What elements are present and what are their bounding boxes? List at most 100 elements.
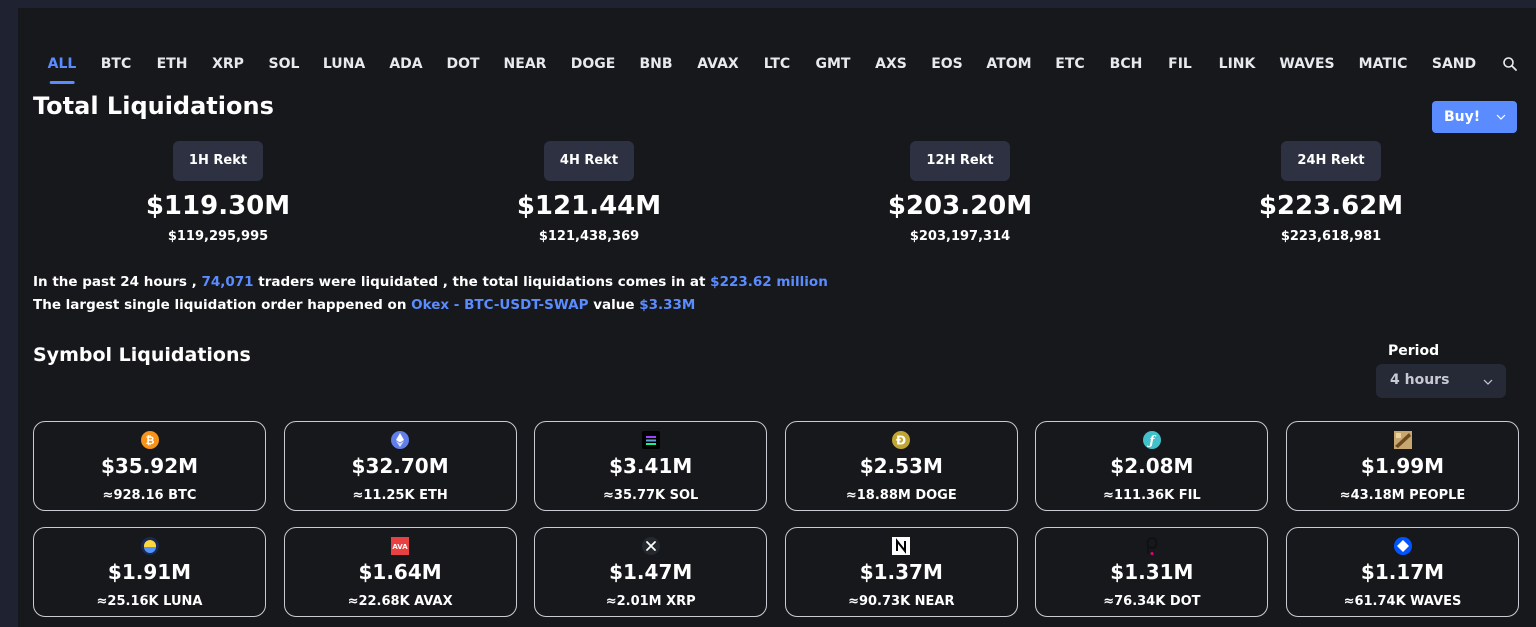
search-icon[interactable] <box>1502 56 1518 72</box>
liquidation-quantity: ≈90.73K NEAR <box>848 594 955 609</box>
tab-btc[interactable]: BTC <box>100 56 132 72</box>
tab-fil[interactable]: FIL <box>1168 56 1192 72</box>
symbol-card-avax[interactable]: AVA $1.64M ≈22.68K AVAX <box>283 527 517 617</box>
summary-text: In the past 24 hours , <box>33 274 197 290</box>
liquidation-quantity: ≈11.25K ETH <box>352 488 448 503</box>
liquidation-amount: $2.08M <box>1110 454 1194 478</box>
tab-dot[interactable]: DOT <box>446 56 480 72</box>
waves-icon <box>1393 536 1413 556</box>
symbol-card-eth[interactable]: $32.70M ≈11.25K ETH <box>283 421 517 511</box>
summary-line-1: In the past 24 hours , 74,071 traders we… <box>33 274 828 290</box>
tab-near[interactable]: NEAR <box>503 56 547 72</box>
symbol-card-people[interactable]: $1.99M ≈43.18M PEOPLE <box>1286 421 1519 511</box>
tab-xrp[interactable]: XRP <box>212 56 244 72</box>
fil-icon: ƒ <box>1142 430 1162 450</box>
stat-value: $223.62M <box>1258 191 1404 221</box>
main-panel: ALL BTC ETH XRP SOL LUNA ADA DOT NEAR DOGE BNB AVAX… <box>18 8 1536 627</box>
tab-eth[interactable]: ETH <box>156 56 188 72</box>
liquidation-quantity: ≈22.68K AVAX <box>347 594 453 609</box>
avax-icon: AVA <box>390 536 410 556</box>
symbol-card-xrp[interactable]: $1.47M ≈2.01M XRP <box>534 527 768 617</box>
people-icon <box>1393 430 1413 450</box>
symbol-card-dot[interactable]: $1.31M ≈76.34K DOT <box>1035 527 1269 617</box>
sol-icon <box>641 430 661 450</box>
symbol-card-near[interactable]: $1.37M ≈90.73K NEAR <box>784 527 1018 617</box>
tab-ltc[interactable]: LTC <box>763 56 791 72</box>
stat-value: $121.44M <box>516 191 662 221</box>
summary-line-2: The largest single liquidation order hap… <box>33 297 695 313</box>
liquidation-amount: $1.17M <box>1360 560 1445 584</box>
traders-count: 74,071 <box>201 274 254 290</box>
stat-exact-value: $121,438,369 <box>538 229 640 244</box>
period-label: Period <box>1388 343 1440 359</box>
tab-bch[interactable]: BCH <box>1109 56 1143 72</box>
tab-link[interactable]: LINK <box>1218 56 1256 72</box>
symbol-card-doge[interactable]: Đ $2.53M ≈18.88M DOGE <box>784 421 1018 511</box>
exchange-link[interactable]: Okex - BTC-USDT-SWAP <box>411 297 589 313</box>
liquidation-quantity: ≈43.18M PEOPLE <box>1339 488 1466 503</box>
stat-badge: 4H Rekt <box>543 141 635 181</box>
tab-etc[interactable]: ETC <box>1055 56 1085 72</box>
svg-text:Đ: Đ <box>896 434 906 448</box>
tab-luna[interactable]: LUNA <box>322 56 366 72</box>
symbol-card-luna[interactable]: $1.91M ≈25.16K LUNA <box>33 527 266 617</box>
tab-sand[interactable]: SAND <box>1431 56 1477 72</box>
stat-4h: 4H Rekt $121.44M $121,438,369 <box>469 141 709 244</box>
liquidation-quantity: ≈61.74K WAVES <box>1343 594 1462 609</box>
tab-sol[interactable]: SOL <box>268 56 300 72</box>
tab-atom[interactable]: ATOM <box>986 56 1032 72</box>
luna-icon <box>140 536 160 556</box>
period-value: 4 hours <box>1390 372 1450 388</box>
liquidation-amount: $32.70M <box>351 454 449 478</box>
summary-text: value <box>593 297 635 313</box>
tab-eos[interactable]: EOS <box>931 56 963 72</box>
liquidation-amount: $1.99M <box>1360 454 1445 478</box>
symbol-card-fil[interactable]: ƒ $2.08M ≈111.36K FIL <box>1035 421 1269 511</box>
tab-doge[interactable]: DOGE <box>570 56 616 72</box>
stat-12h: 12H Rekt $203.20M $203,197,314 <box>840 141 1080 244</box>
window-top-bar <box>0 0 1536 8</box>
section-title: Symbol Liquidations <box>33 344 251 366</box>
stat-exact-value: $119,295,995 <box>167 229 269 244</box>
liquidation-quantity: ≈2.01M XRP <box>605 594 696 609</box>
liquidation-quantity: ≈928.16 BTC <box>102 488 197 503</box>
liquidation-amount: $1.37M <box>859 560 943 584</box>
symbol-card-waves[interactable]: $1.17M ≈61.74K WAVES <box>1286 527 1519 617</box>
page-title: Total Liquidations <box>33 92 274 120</box>
buy-button[interactable]: Buy! <box>1432 101 1517 133</box>
tab-gmt[interactable]: GMT <box>815 56 851 72</box>
svg-text:ƒ: ƒ <box>1146 434 1156 448</box>
chevron-down-icon <box>1483 379 1493 385</box>
symbol-card-btc[interactable]: ₿ $35.92M ≈928.16 BTC <box>33 421 266 511</box>
buy-button-label: Buy! <box>1444 109 1481 125</box>
tab-avax[interactable]: AVAX <box>697 56 739 72</box>
tab-axs[interactable]: AXS <box>875 56 907 72</box>
liquidation-quantity: ≈76.34K DOT <box>1103 594 1201 609</box>
liquidation-quantity: ≈35.77K SOL <box>603 488 699 503</box>
tab-matic[interactable]: MATIC <box>1358 56 1408 72</box>
symbol-card-sol[interactable]: $3.41M ≈35.77K SOL <box>534 421 768 511</box>
stat-badge: 12H Rekt <box>910 141 1010 181</box>
period-select[interactable]: 4 hours <box>1376 364 1506 398</box>
symbol-tabs: ALL BTC ETH XRP SOL LUNA ADA DOT NEAR DOGE BNB AVAX… <box>18 52 1536 92</box>
liquidation-amount: $1.31M <box>1110 560 1194 584</box>
total-liquidations-amount: $223.62 million <box>710 274 828 290</box>
tab-ada[interactable]: ADA <box>389 56 423 72</box>
summary-text: traders were liquidated , the total liqu… <box>258 274 706 290</box>
eth-icon <box>390 430 410 450</box>
svg-text:₿: ₿ <box>145 434 154 447</box>
stat-value: $203.20M <box>887 191 1033 221</box>
largest-order-value: $3.33M <box>639 297 696 313</box>
doge-icon: Đ <box>891 430 911 450</box>
liquidation-amount: $1.64M <box>358 560 442 584</box>
near-icon <box>891 536 911 556</box>
chevron-down-icon <box>1496 114 1506 120</box>
tab-bnb[interactable]: BNB <box>639 56 673 72</box>
liquidation-quantity: ≈111.36K FIL <box>1103 488 1201 503</box>
dot-icon <box>1142 536 1162 556</box>
tab-waves[interactable]: WAVES <box>1279 56 1335 72</box>
liquidation-quantity: ≈18.88M DOGE <box>845 488 957 503</box>
liquidation-amount: $1.47M <box>609 560 693 584</box>
tab-all[interactable]: ALL <box>48 52 76 84</box>
stat-badge: 1H Rekt <box>172 141 264 181</box>
